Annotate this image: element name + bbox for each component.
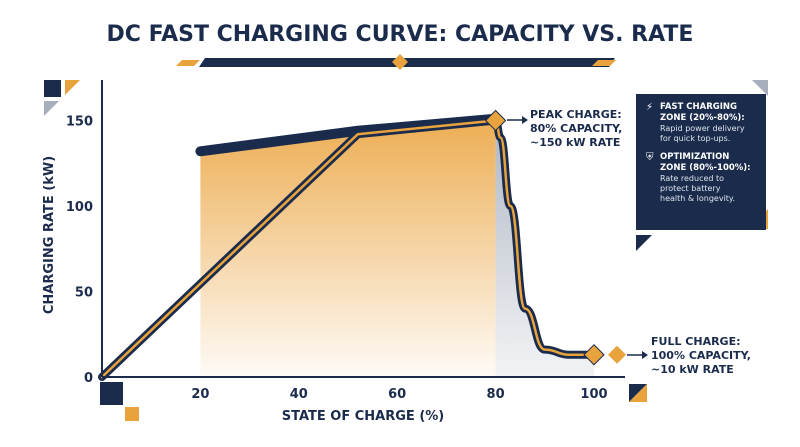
x-tick-labels: 20 40 60 80 100 xyxy=(191,387,607,402)
legend-title-line: OPTIMIZATION xyxy=(660,152,730,162)
x-tick-label-20: 20 xyxy=(191,387,209,402)
legend: ⚡ FAST CHARGING ZONE (20%-80%): Rapid po… xyxy=(636,94,766,230)
series-main-curve-highlight xyxy=(100,119,596,379)
x-axis-label: STATE OF CHARGE (%) xyxy=(282,409,444,424)
full-charge-marker-right xyxy=(608,345,626,364)
y-tick-label-150: 150 xyxy=(66,115,93,130)
peak-annotation-line-3: ~150 kW RATE xyxy=(530,136,620,149)
legend-title-line: FAST CHARGING xyxy=(660,102,737,112)
x-tick-label-80: 80 xyxy=(487,387,505,402)
full-annotation-line-1: FULL CHARGE: xyxy=(651,335,741,348)
peak-charge-marker xyxy=(484,109,507,132)
peak-annotation-line-2: 80% CAPACITY, xyxy=(530,122,622,135)
shield-icon: ⛨ xyxy=(646,152,654,163)
y-tick-label-50: 50 xyxy=(75,286,93,301)
full-charge-annotation: FULL CHARGE: 100% CAPACITY, ~10 kW RATE xyxy=(627,335,751,376)
full-annotation-line-3: ~10 kW RATE xyxy=(651,363,734,376)
title-decoration xyxy=(176,54,616,70)
legend-item-fast-charging: ⚡ FAST CHARGING ZONE (20%-80%): Rapid po… xyxy=(646,102,758,144)
peak-annotation-line-1: PEAK CHARGE: xyxy=(530,108,622,121)
y-tick-labels: 0 50 100 150 xyxy=(66,115,93,387)
y-tick-label-100: 100 xyxy=(66,200,93,215)
x-tick-label-100: 100 xyxy=(580,387,607,402)
legend-item-optimization: ⛨ OPTIMIZATION ZONE (80%-100%): Rate red… xyxy=(646,152,758,204)
legend-title-line: ZONE (20%-80%): xyxy=(660,113,745,123)
y-axis-label: CHARGING RATE (kW) xyxy=(42,156,57,314)
peak-arrow-head xyxy=(522,116,528,124)
full-annotation-line-2: 100% CAPACITY, xyxy=(651,349,751,362)
chart-title: DC FAST CHARGING CURVE: CAPACITY VS. RAT… xyxy=(107,22,694,47)
full-arrow-head xyxy=(642,351,648,359)
legend-desc-line: health & longevity. xyxy=(660,194,736,203)
lightning-icon: ⚡ xyxy=(646,102,654,113)
x-tick-label-40: 40 xyxy=(290,387,308,402)
optimization-zone-fill xyxy=(495,120,594,377)
peak-charge-annotation: PEAK CHARGE: 80% CAPACITY, ~150 kW RATE xyxy=(507,108,622,149)
x-tick-label-60: 60 xyxy=(388,387,406,402)
legend-title-line: ZONE (80%-100%): xyxy=(660,163,751,173)
full-charge-marker xyxy=(583,344,605,366)
legend-desc-line: protect battery xyxy=(660,184,721,193)
fast-charging-zone-fill xyxy=(200,118,496,377)
legend-desc-line: Rapid power delivery xyxy=(660,124,745,133)
legend-desc-line: for quick top-ups. xyxy=(660,134,731,143)
legend-desc-line: Rate reduced to xyxy=(660,174,725,183)
y-tick-label-0: 0 xyxy=(84,371,93,386)
